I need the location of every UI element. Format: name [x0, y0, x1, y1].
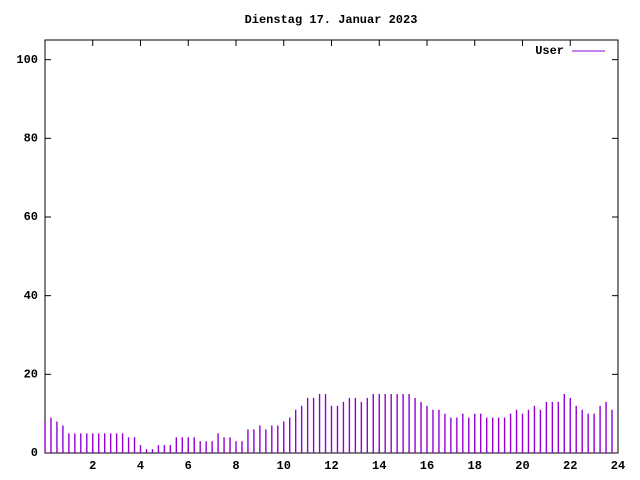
x-tick-label: 18 — [468, 459, 482, 473]
y-tick-label: 0 — [31, 446, 38, 460]
y-tick-label: 40 — [24, 289, 38, 303]
legend-label: User — [535, 44, 564, 58]
y-tick-label: 60 — [24, 210, 38, 224]
x-tick-label: 4 — [137, 459, 144, 473]
x-tick-label: 2 — [89, 459, 96, 473]
plot-frame — [44, 39, 619, 454]
x-tick-label: 22 — [563, 459, 577, 473]
y-tick-label: 100 — [16, 53, 38, 67]
chart-title: Dienstag 17. Januar 2023 — [245, 13, 418, 27]
x-tick-label: 10 — [277, 459, 291, 473]
x-tick-label: 20 — [515, 459, 529, 473]
x-tick-label: 12 — [324, 459, 338, 473]
x-tick-label: 16 — [420, 459, 434, 473]
x-tick-label: 14 — [372, 459, 386, 473]
x-tick-label: 24 — [611, 459, 625, 473]
y-tick-label: 20 — [24, 368, 38, 382]
y-tick-label: 80 — [24, 132, 38, 146]
x-tick-label: 8 — [232, 459, 239, 473]
x-tick-label: 6 — [185, 459, 192, 473]
